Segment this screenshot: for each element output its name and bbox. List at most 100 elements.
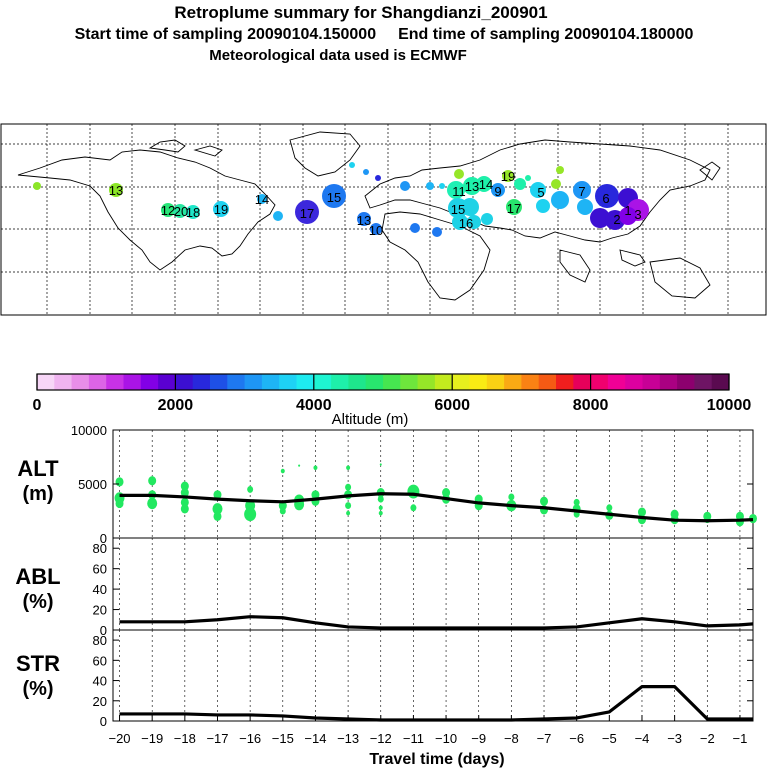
start-time-label: Start time of sampling 20090104.150000 [74,26,377,43]
y-tick-label: 10000 [71,423,107,438]
alt-point [378,510,383,516]
colorbar-tick-label: 4000 [296,397,332,414]
colorbar-cell [123,374,142,390]
alt-scatter-points [114,463,757,527]
x-tick-label: −10 [435,731,457,746]
plume-marker [357,212,371,226]
x-tick-labels: −20 −19 −18 −17 −16 −15 −14 −13 −12 −11 −10 −9 −8 −7 −… [108,715,747,746]
plume-marker [514,178,526,190]
abl-panel-unit: (%) [22,591,53,613]
x-tick-label: −9 [471,731,486,746]
plume-marker [525,175,531,181]
y-tick-label: 0 [100,714,107,729]
plume-marker [577,199,593,215]
map-plume-label: 7 [578,184,585,199]
map-plume-label: 15 [451,202,465,217]
abl-panel-frame [112,537,754,631]
alt-point [180,497,189,507]
map-plume-label: 11 [452,184,466,199]
colorbar-cell [486,374,505,390]
plume-marker [476,176,492,192]
alt-point [115,477,124,487]
colorbar-tick-label: 6000 [434,397,470,414]
colorbar-cell [227,374,246,390]
alt-panel-frame [112,429,754,539]
plume-marker [432,227,442,237]
plume-marker [461,198,479,216]
x-tick-label: −18 [174,731,196,746]
colorbar-tick-label: 2000 [158,397,194,414]
series-line-abl [119,615,754,630]
colorbar-cell [158,374,176,390]
colorbar-tick-label: 10000 [707,397,752,414]
plume-marker [536,199,550,213]
x-tick-label: −3 [667,731,682,746]
alt-point [298,464,301,467]
x-tick-label: −6 [569,731,584,746]
colorbar-cells [37,374,730,390]
colorbar-cell [192,374,211,390]
colorbar-cell [625,374,643,390]
map-plume-label: 17 [507,201,521,216]
colorbar-tick-label: 0 [33,397,42,414]
world-map [0,123,767,316]
x-tick-label: −19 [141,731,163,746]
colorbar-cell [417,374,436,390]
plume-marker [375,175,381,181]
alt-point [213,490,222,500]
colorbar-cell [210,374,228,390]
x-tick-label: −15 [272,731,294,746]
y-tick-label: 60 [93,653,107,668]
plume-marker [109,183,123,197]
plume-marker [502,170,514,182]
plume-marker [595,184,619,208]
colorbar-cell [504,374,522,390]
sampling-times: Start time of sampling 20090104.150000 En… [0,26,768,44]
map-plume-label: 14 [479,177,493,192]
plume-marker [551,191,569,209]
x-tick-label: −11 [403,731,424,746]
colorbar-title: Altitude (m) [332,411,409,428]
alt-point [508,493,515,501]
alt-panel-label: ALT [17,456,59,481]
plume-marker [173,204,187,218]
y-tick-label: 40 [93,674,107,689]
alt-point [180,488,189,498]
x-tick-label: −4 [635,731,650,746]
colorbar-cell [244,374,263,390]
map-plume-label: 17 [300,206,314,221]
plume-marker [573,181,591,199]
colorbar-cell [452,374,470,390]
alt-point [345,502,352,510]
y-tick-label: 80 [93,633,107,648]
colorbar-cell [383,374,401,390]
colorbar-cell [261,374,280,390]
colorbar-cell [71,374,90,390]
plume-marker [400,181,410,191]
colorbar-cell [590,374,609,390]
met-data-label: Meteorological data used is ECMWF [209,47,467,64]
plume-marker [322,184,346,208]
alt-point [148,476,157,486]
series-line-str [119,685,753,722]
plume-marker [491,183,505,197]
colorbar-cell [556,374,574,390]
alt-point [346,465,351,471]
colorbar-cell [400,374,419,390]
alt-point [180,504,189,514]
alt-point [180,481,189,491]
plume-marker [439,183,445,189]
plume-marker [467,215,481,229]
x-axis-label: Travel time (days) [369,751,504,768]
series-line-alt [119,492,754,523]
x-tick-label: −17 [206,731,228,746]
alt-point [606,504,613,512]
colorbar-ticks: 0 2000 4000 6000 8000 10000 [33,374,752,414]
map-plume-label: 5 [537,185,544,200]
plume-marker [161,203,175,217]
alt-point [637,507,646,517]
